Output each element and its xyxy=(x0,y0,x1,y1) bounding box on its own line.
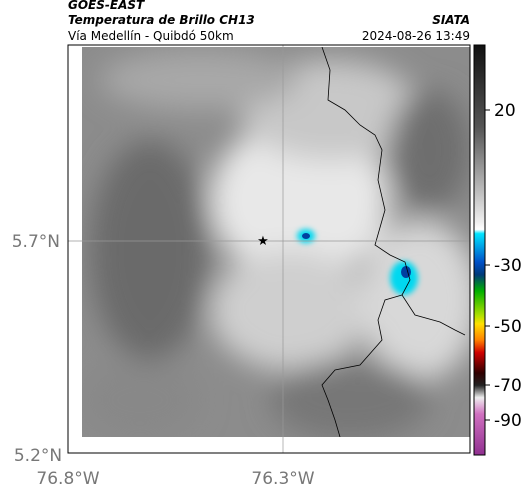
lon-label: 76.8°W xyxy=(36,469,99,489)
satellite-image xyxy=(82,47,470,437)
colorbar-tick-label: -70 xyxy=(494,376,522,396)
colorbar-ticks: 20 -30 -50 -70 -90 xyxy=(485,101,522,431)
location-star: ★ xyxy=(257,234,269,249)
region: Vía Medellín - Quibdó 50km xyxy=(68,29,234,43)
product: Temperatura de Brillo CH13 xyxy=(68,13,255,27)
colorbar-tick-label: -90 xyxy=(494,411,522,431)
lat-label: 5.2°N xyxy=(14,446,62,466)
lon-label: 76.3°W xyxy=(251,469,314,489)
colorbar-tick-label: 20 xyxy=(494,101,516,121)
timestamp: 2024-08-26 13:49 xyxy=(362,29,470,43)
lat-label: 5.7°N xyxy=(12,232,60,252)
colorbar xyxy=(473,44,486,456)
source: GOES-EAST xyxy=(68,0,145,12)
colorbar-tick-label: -50 xyxy=(494,317,522,337)
org: SIATA xyxy=(432,13,470,27)
colorbar-tick-label: -30 xyxy=(494,256,522,276)
map-frame xyxy=(67,44,471,454)
